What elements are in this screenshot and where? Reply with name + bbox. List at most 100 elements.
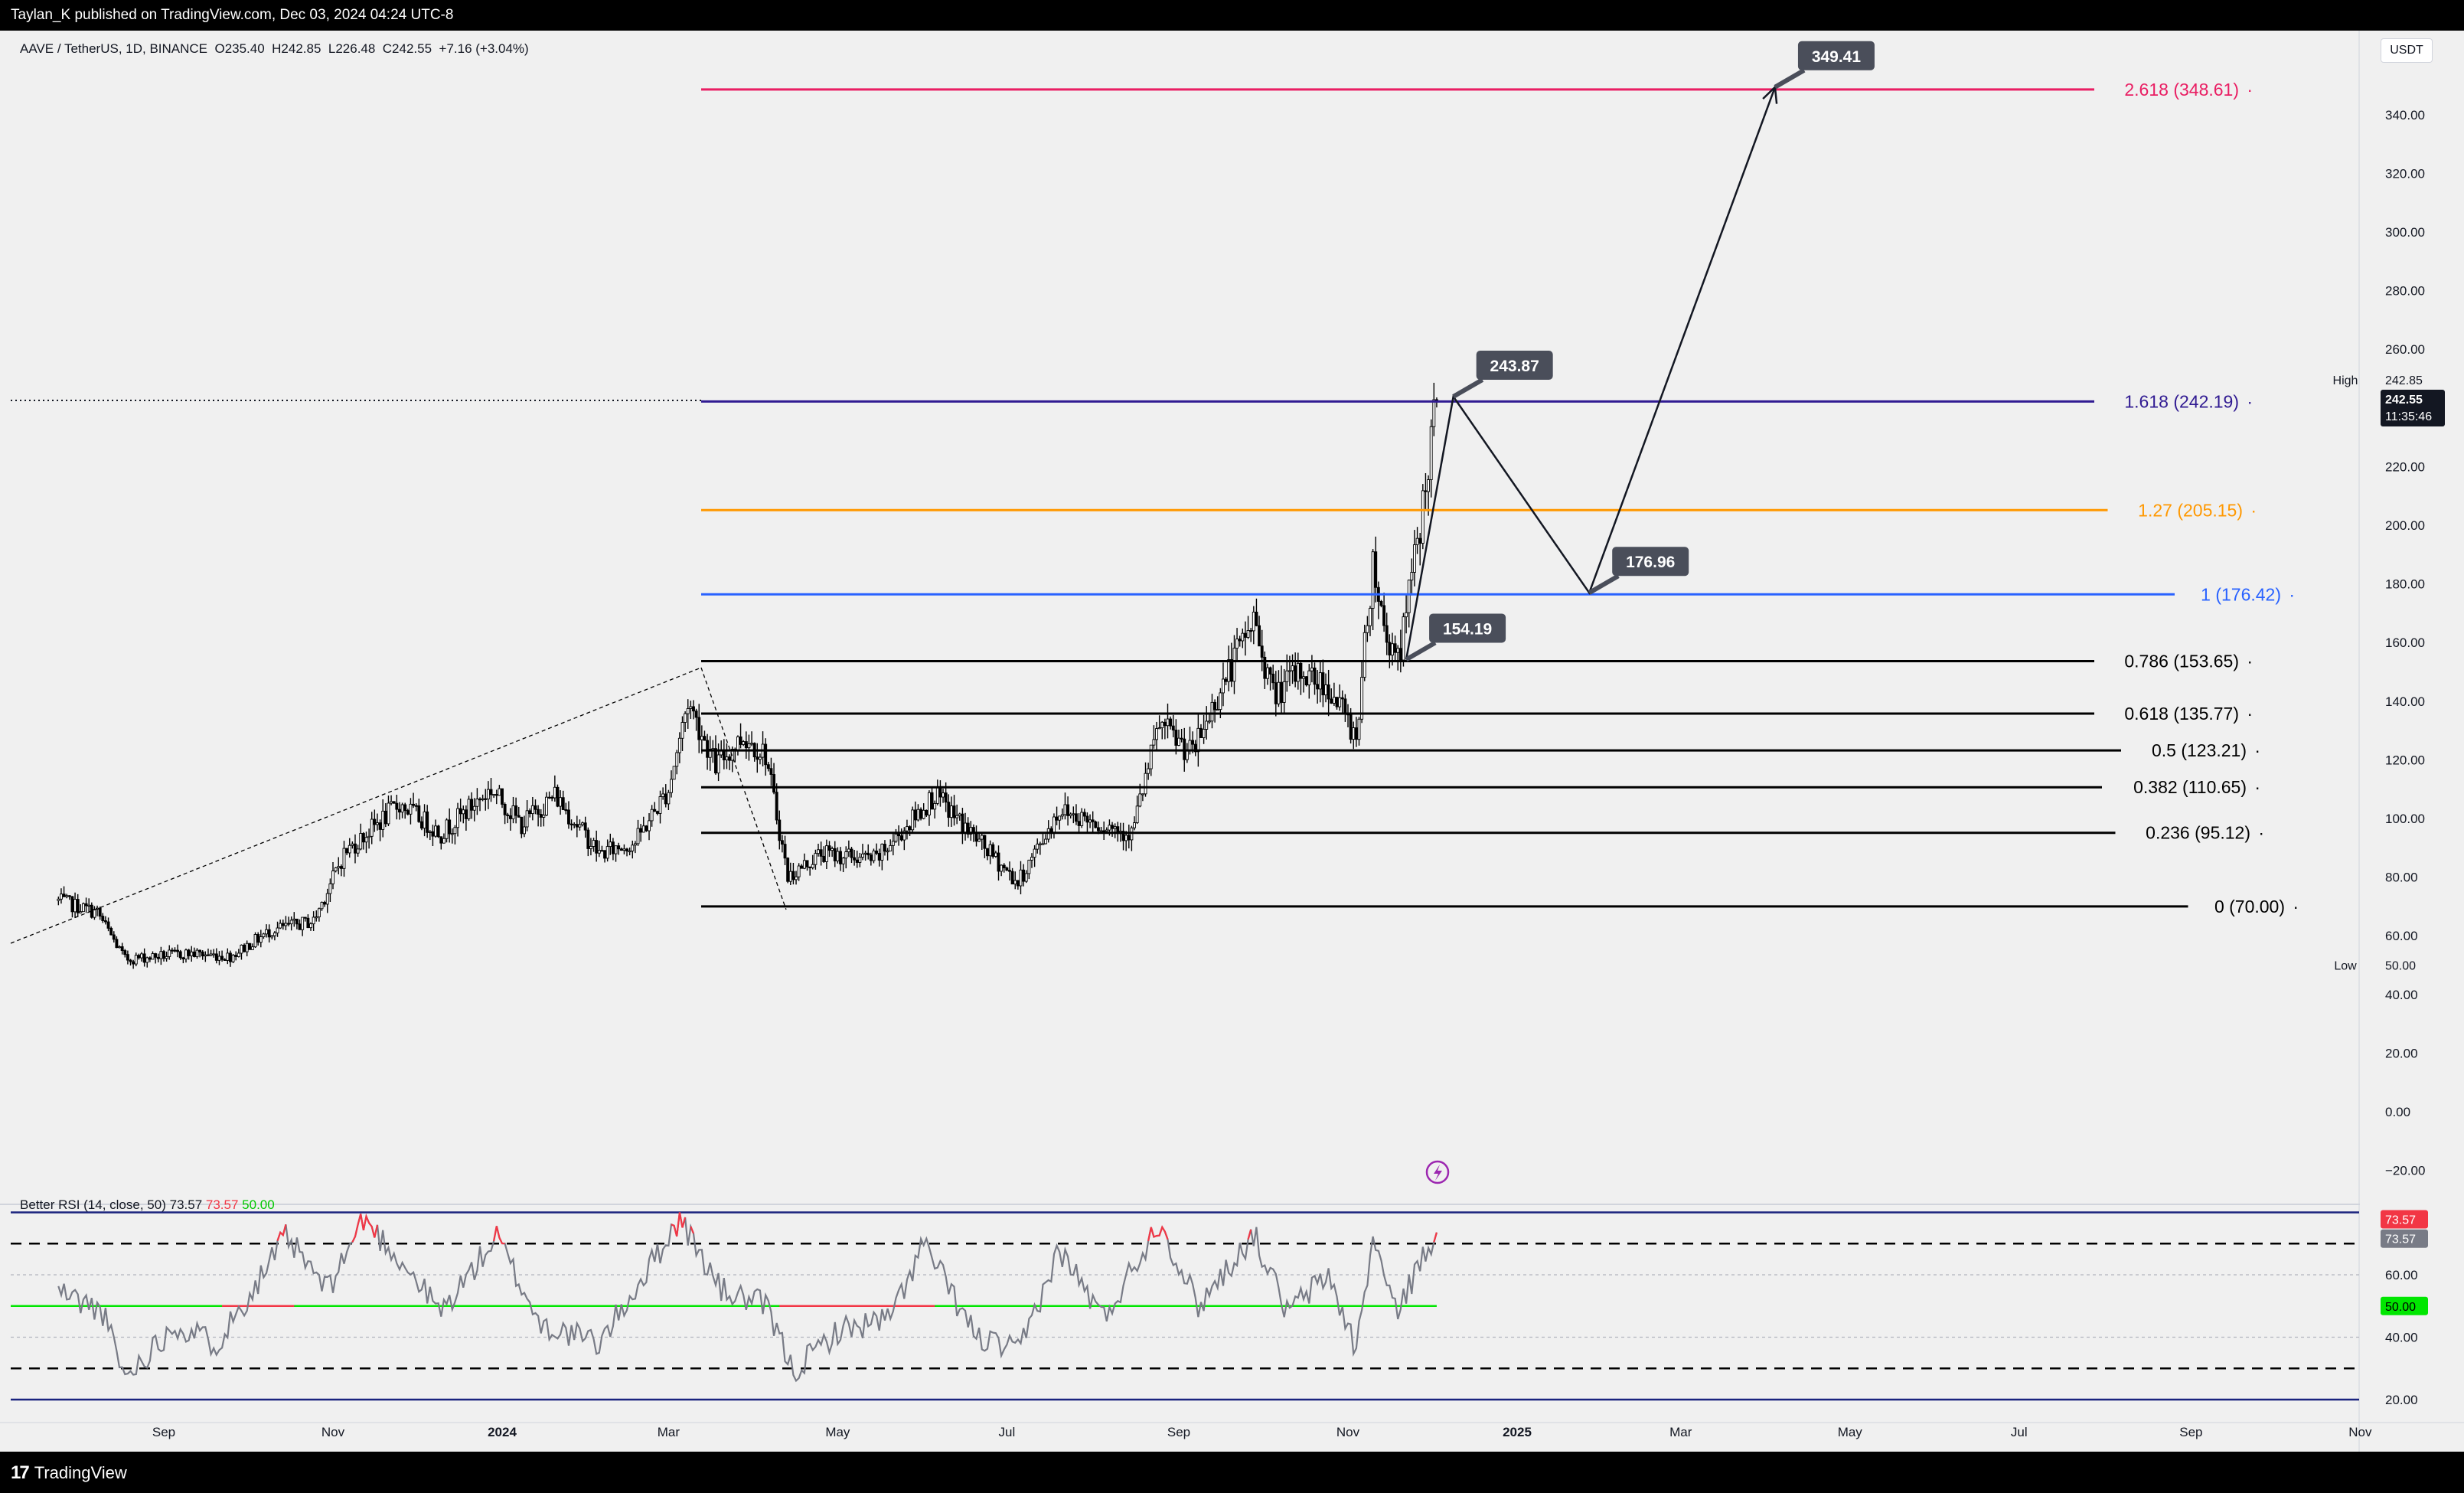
fib-level-label: 2.618 (348.61) bbox=[2124, 80, 2239, 100]
candle-up bbox=[1296, 662, 1300, 682]
candle-down bbox=[464, 809, 468, 819]
candle-down bbox=[1294, 665, 1297, 682]
candle-up bbox=[824, 845, 828, 862]
candle-down bbox=[772, 774, 775, 793]
candle-up bbox=[670, 779, 673, 793]
candle-down bbox=[534, 805, 537, 810]
candle-down bbox=[1274, 682, 1278, 704]
events-lightning-icon[interactable] bbox=[1425, 1160, 1450, 1184]
candle-up bbox=[847, 848, 850, 852]
footer-bar bbox=[0, 1452, 2464, 1493]
candle-down bbox=[930, 792, 934, 810]
candle-up bbox=[886, 851, 889, 853]
fib-level-label: 1.618 (242.19) bbox=[2124, 391, 2239, 411]
candle-up bbox=[73, 899, 77, 913]
candle-down bbox=[655, 811, 659, 814]
price-tick-label: 220.00 bbox=[2385, 459, 2425, 474]
candle-up bbox=[1338, 697, 1342, 707]
candle-up bbox=[902, 830, 906, 841]
candle-up bbox=[159, 951, 163, 959]
candle-up bbox=[237, 952, 240, 957]
candle-up bbox=[456, 808, 459, 828]
candle-up bbox=[400, 804, 404, 813]
candle-up bbox=[631, 845, 635, 851]
candle-up bbox=[1402, 616, 1405, 661]
candle-up bbox=[1324, 684, 1327, 696]
publish-info-text: Taylan_K published on TradingView.com, D… bbox=[11, 7, 454, 23]
candle-down bbox=[306, 917, 310, 929]
candle-up bbox=[1152, 739, 1156, 746]
candle-up bbox=[81, 903, 85, 913]
rsi-overbought-segment bbox=[351, 1213, 379, 1243]
candle-up bbox=[320, 902, 324, 910]
candle-up bbox=[486, 789, 490, 800]
candle-down bbox=[392, 801, 396, 804]
currency-button[interactable]: USDT bbox=[2381, 38, 2433, 63]
candle-up bbox=[317, 908, 321, 918]
candle-up bbox=[1027, 859, 1031, 874]
candle-up bbox=[891, 841, 895, 846]
candle-up bbox=[841, 858, 845, 864]
candle-down bbox=[1163, 721, 1167, 727]
price-tick-label: 40.00 bbox=[2385, 988, 2418, 1002]
candle-up bbox=[1277, 681, 1281, 704]
price-tick-label: 280.00 bbox=[2385, 284, 2425, 299]
candle-up bbox=[708, 749, 712, 758]
chart-canvas[interactable]: 0 (70.00) ·0.236 (95.12) ·0.382 (110.65) ·0… bbox=[0, 0, 2464, 1452]
rsi-tick-label: 40.00 bbox=[2385, 1331, 2418, 1345]
price-tick-label: 140.00 bbox=[2385, 694, 2425, 709]
candle-up bbox=[348, 845, 351, 854]
candle-up bbox=[1188, 740, 1192, 752]
last-price-tag bbox=[2381, 390, 2445, 427]
candle-down bbox=[899, 835, 903, 841]
candle-down bbox=[115, 939, 119, 949]
candle-up bbox=[1369, 608, 1372, 626]
candle-up bbox=[273, 933, 276, 936]
candle-up bbox=[1041, 843, 1045, 845]
price-tick-label: 340.00 bbox=[2385, 108, 2425, 123]
tradingview-logo[interactable]: 17 TradingView bbox=[11, 1462, 127, 1484]
candle-down bbox=[919, 809, 923, 819]
candle-up bbox=[364, 837, 368, 843]
fib-level-dot: · bbox=[2254, 777, 2260, 797]
candle-down bbox=[156, 956, 160, 959]
candle-up bbox=[292, 918, 296, 921]
candle-up bbox=[356, 848, 360, 854]
candle-up bbox=[367, 835, 371, 838]
callout-box bbox=[1612, 547, 1689, 577]
candle-down bbox=[1268, 667, 1272, 675]
candle-up bbox=[1252, 611, 1255, 632]
bar-countdown: 11:35:46 bbox=[2385, 410, 2432, 423]
price-tick-label: 80.00 bbox=[2385, 871, 2418, 885]
fib-level-label: 1 (176.42) bbox=[2201, 584, 2281, 604]
candle-down bbox=[1244, 632, 1247, 638]
candle-up bbox=[1405, 612, 1408, 618]
candle-down bbox=[148, 957, 152, 960]
time-tick-label: Nov bbox=[321, 1425, 345, 1439]
candle-up bbox=[1227, 659, 1231, 682]
candle-down bbox=[692, 706, 695, 712]
candle-up bbox=[964, 822, 967, 834]
trend-line-dashed bbox=[700, 667, 787, 910]
candle-down bbox=[84, 903, 88, 907]
candle-down bbox=[1016, 880, 1020, 887]
callout-label: 243.87 bbox=[1490, 358, 1539, 375]
candle-down bbox=[983, 835, 987, 849]
candle-down bbox=[281, 923, 285, 926]
symbol-info-line: AAVE / TetherUS, 1D, BINANCE O235.40 H24… bbox=[20, 41, 529, 57]
callout-pointer bbox=[1405, 640, 1437, 662]
callout-label: 349.41 bbox=[1812, 48, 1862, 66]
candle-up bbox=[423, 811, 426, 829]
candle-down bbox=[1321, 672, 1325, 696]
time-tick-label: Mar bbox=[658, 1425, 680, 1439]
candle-up bbox=[445, 819, 449, 839]
open-value: O235.40 bbox=[214, 41, 273, 56]
candle-down bbox=[1313, 667, 1317, 685]
candle-down bbox=[176, 949, 180, 952]
fib-level-label: 0.382 (110.65) bbox=[2133, 777, 2247, 797]
rsi-tag-mid-text: 50.00 bbox=[2385, 1301, 2416, 1314]
candle-down bbox=[805, 860, 809, 867]
candle-down bbox=[303, 916, 307, 919]
candle-down bbox=[783, 844, 787, 859]
candle-up bbox=[525, 810, 529, 828]
